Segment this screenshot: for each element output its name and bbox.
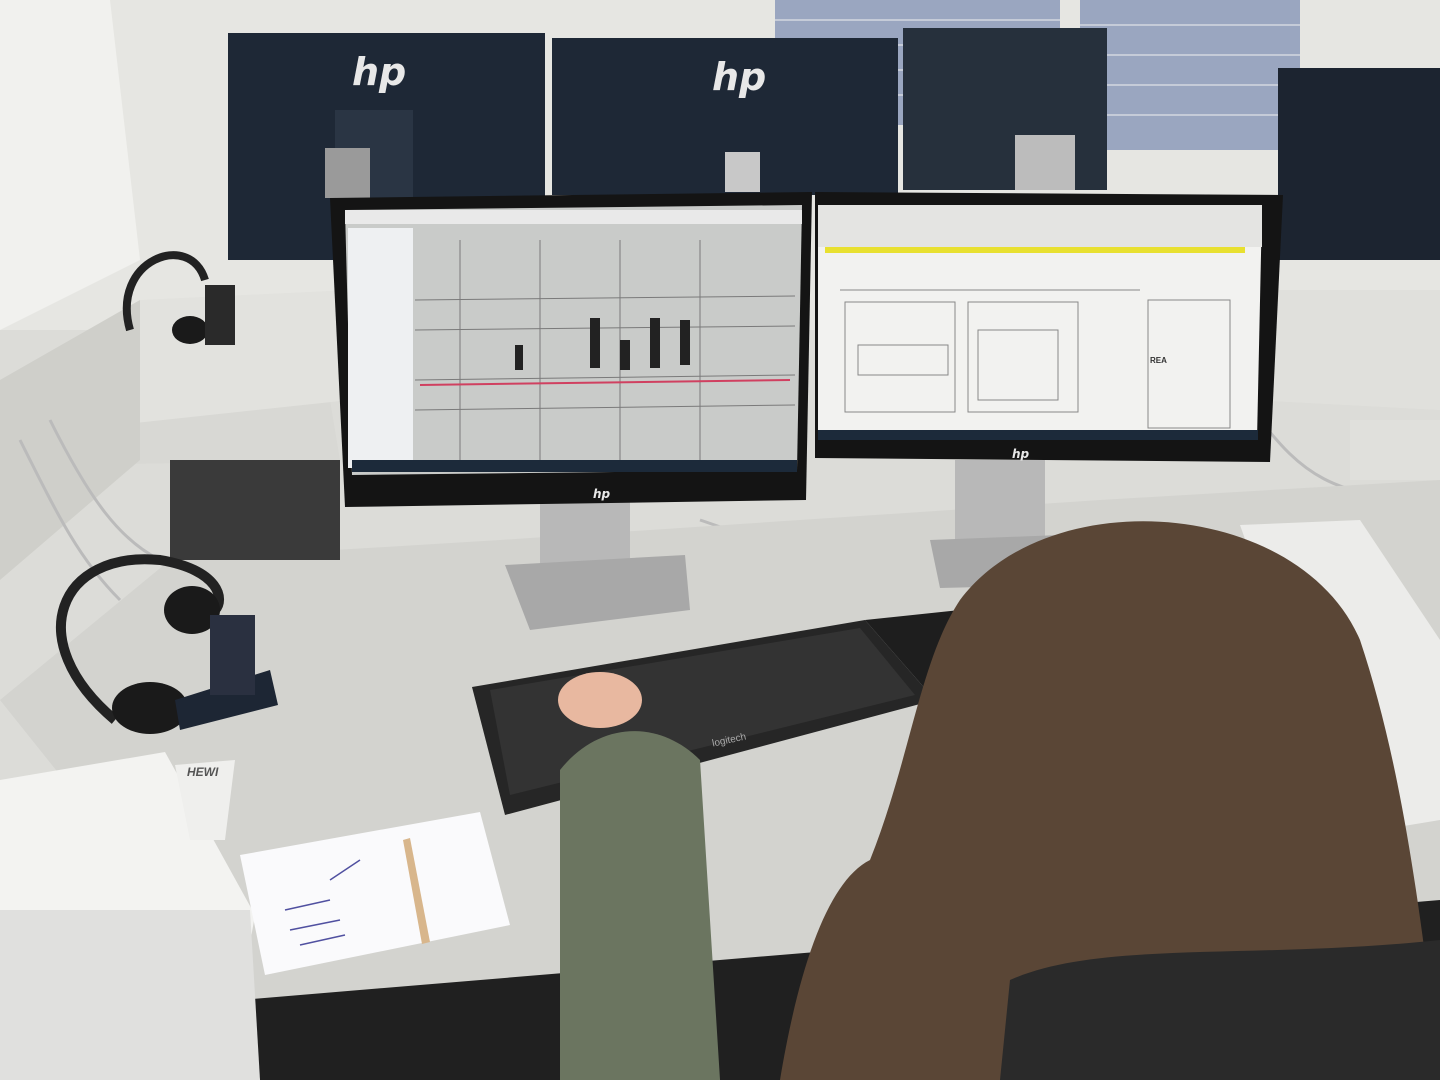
notepad (240, 812, 510, 975)
cad-elevation-drawings (840, 289, 1231, 429)
cad-red-line (419, 379, 791, 386)
cad-ribbon (818, 205, 1262, 247)
window-left (0, 0, 140, 330)
cad-cabinets (515, 318, 690, 370)
hewi-binder (175, 760, 235, 840)
monitor-stand-neck (1015, 135, 1075, 190)
hp-logo: hp (712, 55, 767, 99)
left-monitor-screen (345, 205, 802, 475)
back-monitor-right (1278, 68, 1440, 260)
right-monitor-stand (955, 460, 1045, 550)
handwritten-notes (284, 859, 361, 946)
hair (780, 521, 1440, 1080)
binder-cover (0, 910, 260, 1080)
cad-project-tree (348, 228, 413, 468)
pen[interactable] (403, 838, 430, 944)
rear-desk-right (1250, 290, 1440, 410)
chair-back (1000, 940, 1440, 1080)
hp-logo: hp (1012, 447, 1030, 461)
hp-logo: hp (593, 487, 611, 501)
back-monitor-3 (903, 28, 1107, 190)
hand (558, 672, 642, 728)
rea-title-block-logo: REA (1150, 356, 1167, 365)
cad-yellow-bar (825, 247, 1245, 253)
monitor-stand-neck (725, 152, 760, 192)
hewi-label: HEWI (187, 765, 219, 779)
right-taskbar (818, 430, 1258, 440)
wall-outlets (0, 300, 140, 580)
headset-rear (122, 251, 235, 345)
cad-menubar (345, 210, 802, 224)
monitor-stand-neck (325, 148, 370, 198)
hp-logo: hp (352, 50, 407, 94)
jacket-sleeve (560, 731, 720, 1080)
left-taskbar (352, 460, 797, 472)
headset-left (56, 554, 278, 734)
right-monitor-screen (818, 205, 1262, 440)
left-monitor-base (505, 555, 690, 630)
rear-desk-right-2 (1350, 420, 1440, 480)
pc-tower (170, 460, 340, 560)
